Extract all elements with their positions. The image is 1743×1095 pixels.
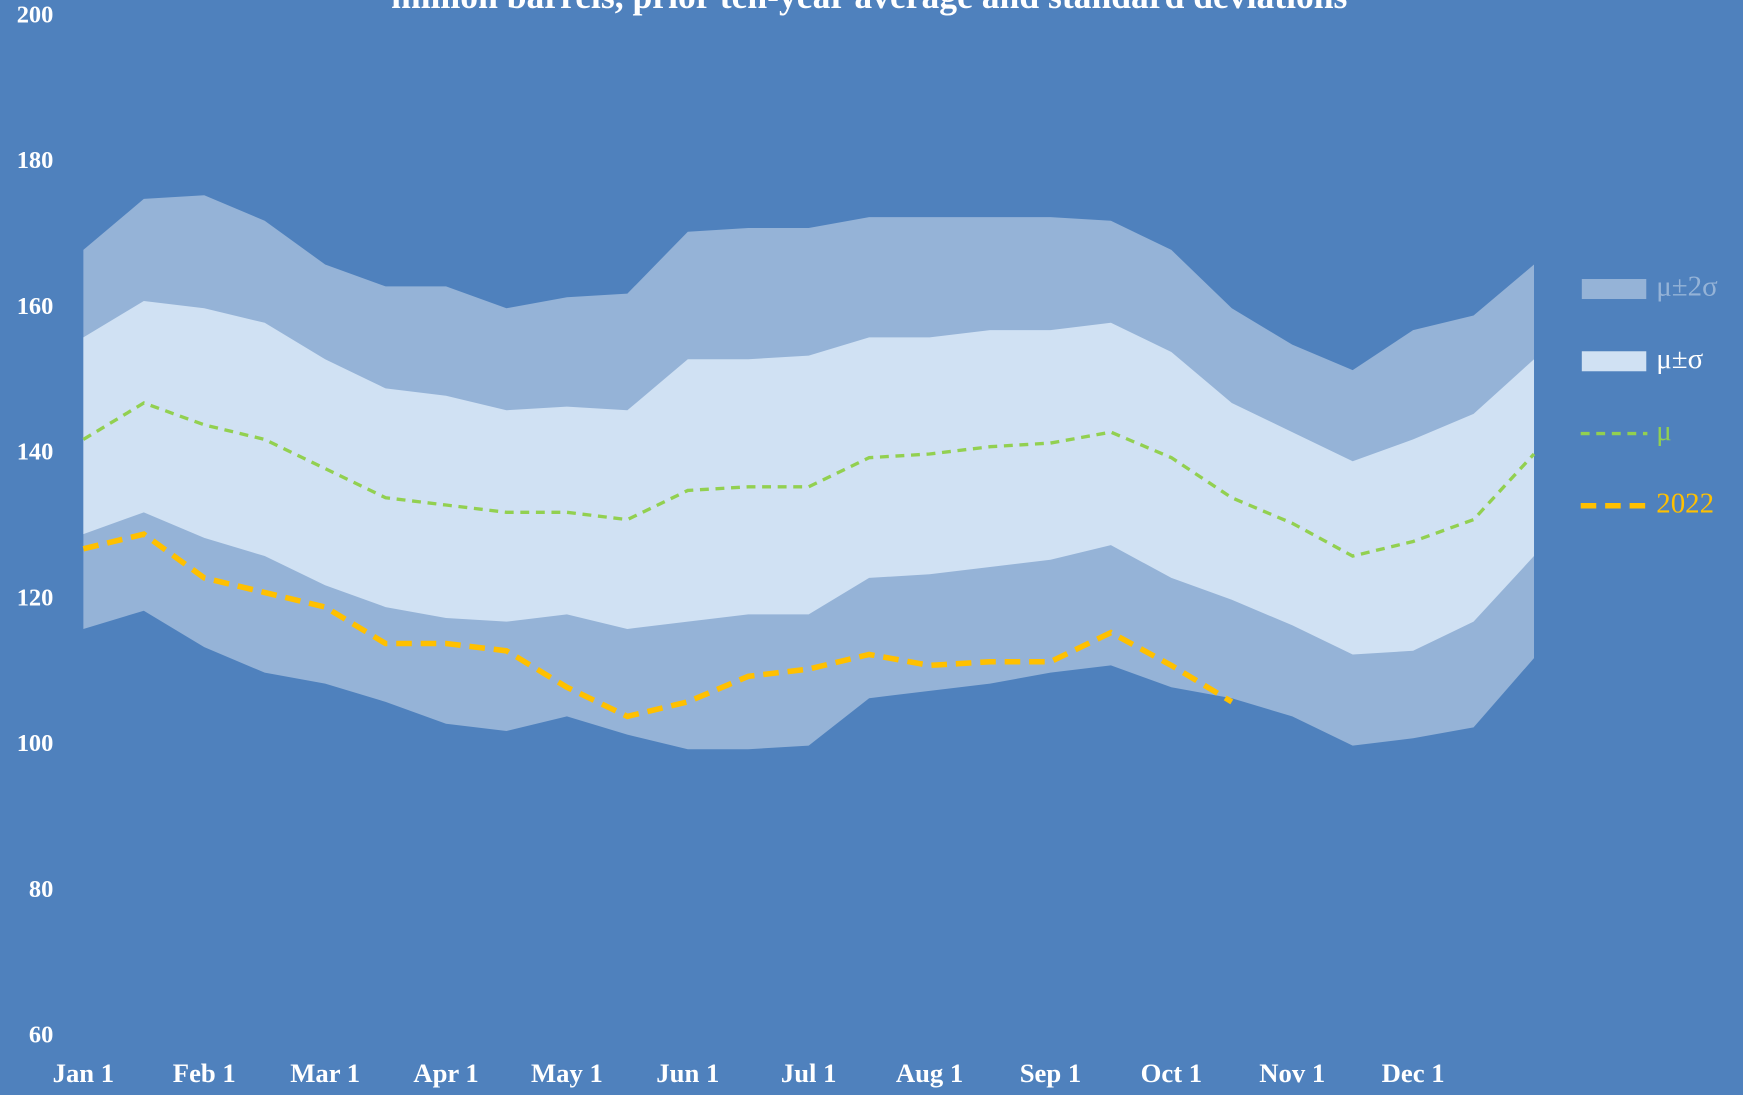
y-tick-label: 60 [29, 1022, 53, 1049]
y-tick-label: 200 [17, 1, 54, 28]
y-tick-label: 160 [17, 293, 54, 320]
legend-swatch [1581, 279, 1647, 300]
plot: million barrels, prior ten-year average … [17, 0, 1718, 1088]
line [82, 531, 1234, 720]
line [82, 401, 1536, 558]
x-tick-label: Dec 1 [1382, 1058, 1445, 1088]
x-tick-label: May 1 [531, 1058, 603, 1088]
x-tick-label: Sep 1 [1020, 1058, 1081, 1088]
x-tick-label: Feb 1 [173, 1058, 236, 1088]
legend-label: μ±2σ [1656, 271, 1718, 303]
y-tick-label: 120 [17, 584, 54, 611]
legend-label: μ [1656, 415, 1672, 447]
x-tick-label: Jan 1 [53, 1058, 114, 1088]
legend-label: μ±σ [1656, 343, 1703, 375]
x-tick-label: Jul 1 [781, 1058, 837, 1088]
y-tick-label: 100 [17, 730, 54, 757]
x-tick-label: Nov 1 [1259, 1058, 1325, 1088]
legend-label: 2022 [1656, 487, 1714, 519]
chart-title: million barrels, prior ten-year average … [391, 0, 1347, 16]
y-tick-label: 140 [17, 439, 54, 466]
x-tick-label: Aug 1 [896, 1058, 963, 1088]
legend-swatch [1581, 351, 1647, 372]
band-area [83, 300, 1535, 655]
x-tick-label: Jun 1 [656, 1058, 719, 1088]
x-tick-label: Oct 1 [1141, 1058, 1202, 1088]
y-tick-label: 180 [17, 147, 54, 174]
x-tick-label: Apr 1 [413, 1058, 478, 1088]
y-tick-label: 80 [29, 876, 53, 903]
x-tick-label: Mar 1 [290, 1058, 360, 1088]
